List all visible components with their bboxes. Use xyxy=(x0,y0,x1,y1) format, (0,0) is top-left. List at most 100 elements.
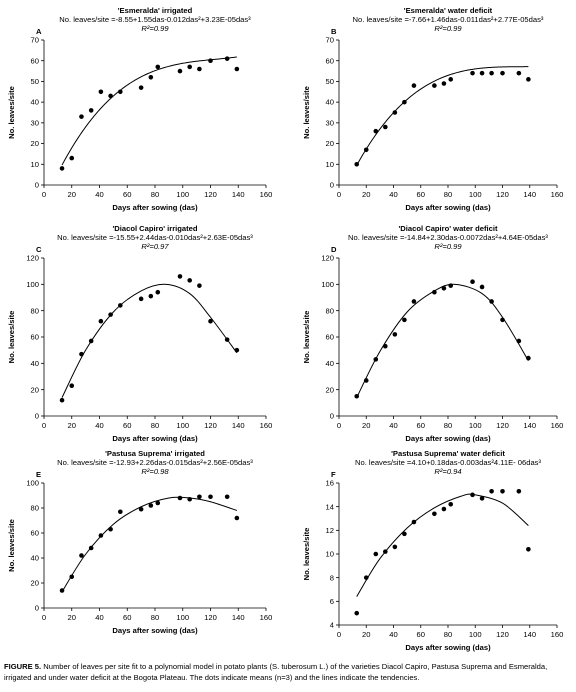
data-point xyxy=(354,161,360,167)
x-tick-label: 60 xyxy=(123,190,131,199)
y-tick-label: 80 xyxy=(31,306,39,315)
x-tick-label: 20 xyxy=(68,190,76,199)
data-point xyxy=(197,494,202,500)
x-tick-label: 40 xyxy=(95,190,103,199)
x-tick-label: 120 xyxy=(204,613,217,622)
x-tick-label: 120 xyxy=(496,630,509,639)
y-tick-label: 0 xyxy=(330,181,334,190)
data-point xyxy=(500,488,505,494)
chart-equation: No. leaves/site =-7.66+1.46das-0.011das²… xyxy=(353,15,544,24)
y-tick-label: 30 xyxy=(31,118,39,127)
data-point xyxy=(373,357,379,362)
figure-caption: FIGURE 5. Number of leaves per site fit … xyxy=(4,662,572,683)
data-point xyxy=(197,283,202,288)
data-point xyxy=(69,383,75,389)
x-tick-label: 140 xyxy=(232,421,245,430)
trend-line xyxy=(61,496,238,593)
y-tick-label: 100 xyxy=(321,280,334,289)
trend-line xyxy=(61,283,238,398)
data-point xyxy=(234,515,240,521)
x-tick-label: 160 xyxy=(260,421,273,430)
panel-letter: C xyxy=(36,245,42,254)
data-point xyxy=(479,496,485,501)
x-axis-label: Days after sowing (das) xyxy=(405,643,491,652)
x-tick-label: 40 xyxy=(95,613,103,622)
data-point xyxy=(489,70,494,76)
chart-r-squared: R²=0.99 xyxy=(141,24,169,33)
y-tick-label: 40 xyxy=(326,359,334,368)
panel-letter: E xyxy=(36,470,41,479)
y-axis-label: No. leaves/site xyxy=(7,519,16,572)
data-point xyxy=(516,70,522,76)
y-tick-label: 60 xyxy=(31,333,39,342)
data-point xyxy=(479,284,485,290)
data-point xyxy=(526,546,531,552)
data-point xyxy=(516,338,522,344)
x-tick-label: 80 xyxy=(444,190,452,199)
x-tick-label: 120 xyxy=(496,421,509,430)
x-axis-label: Days after sowing (das) xyxy=(112,626,198,635)
y-tick-label: 6 xyxy=(330,597,334,606)
x-tick-label: 0 xyxy=(42,190,46,199)
data-point xyxy=(108,312,113,317)
data-point xyxy=(138,506,144,512)
data-point xyxy=(402,99,407,105)
data-point xyxy=(98,318,104,324)
caption-label: FIGURE 5. xyxy=(4,662,42,671)
x-tick-label: 100 xyxy=(176,613,189,622)
data-point xyxy=(448,77,454,82)
x-tick-label: 120 xyxy=(204,190,217,199)
chart-title: 'Pastusa Suprema' irrigated xyxy=(105,449,205,458)
y-tick-label: 60 xyxy=(326,333,334,342)
x-tick-label: 80 xyxy=(444,630,452,639)
y-tick-label: 0 xyxy=(35,181,39,190)
y-tick-label: 100 xyxy=(26,280,39,289)
data-point xyxy=(118,509,123,515)
data-point xyxy=(354,610,360,616)
x-tick-label: 160 xyxy=(551,190,564,199)
data-point xyxy=(411,519,417,525)
data-point xyxy=(177,274,183,279)
x-tick-label: 20 xyxy=(362,421,370,430)
y-tick-label: 14 xyxy=(326,502,334,511)
data-point xyxy=(411,299,417,304)
data-point xyxy=(224,56,230,61)
y-tick-label: 40 xyxy=(31,98,39,107)
data-point xyxy=(187,278,192,283)
x-tick-label: 120 xyxy=(204,421,217,430)
data-point xyxy=(59,166,65,171)
chart-r-squared: R²=0.98 xyxy=(141,467,169,476)
data-point xyxy=(441,285,447,291)
data-point xyxy=(155,289,161,295)
data-point xyxy=(98,533,104,538)
data-point xyxy=(373,128,379,134)
y-tick-label: 4 xyxy=(330,621,334,630)
y-axis-label: No. leaves/site xyxy=(7,86,16,139)
data-point xyxy=(187,496,192,502)
data-point xyxy=(383,343,388,349)
trend-line xyxy=(356,66,529,166)
data-point xyxy=(363,147,369,153)
y-tick-label: 100 xyxy=(26,479,39,488)
data-point xyxy=(197,66,202,72)
y-tick-label: 50 xyxy=(326,77,334,86)
x-tick-label: 20 xyxy=(68,613,76,622)
y-tick-label: 70 xyxy=(31,36,39,45)
trend-line xyxy=(356,283,529,398)
chart-equation: No. leaves/site =4.10+0.18das-0.003das²4… xyxy=(355,458,541,467)
data-point xyxy=(479,70,485,76)
y-tick-label: 12 xyxy=(326,526,334,535)
x-tick-label: 0 xyxy=(337,421,341,430)
y-tick-label: 60 xyxy=(31,56,39,65)
chart-equation: No. leaves/site =-12.93+2.26das-0.015das… xyxy=(57,458,253,467)
x-tick-label: 80 xyxy=(151,421,159,430)
x-tick-label: 0 xyxy=(337,630,341,639)
data-point xyxy=(392,110,398,115)
data-point xyxy=(177,495,183,501)
x-tick-label: 140 xyxy=(523,421,536,430)
